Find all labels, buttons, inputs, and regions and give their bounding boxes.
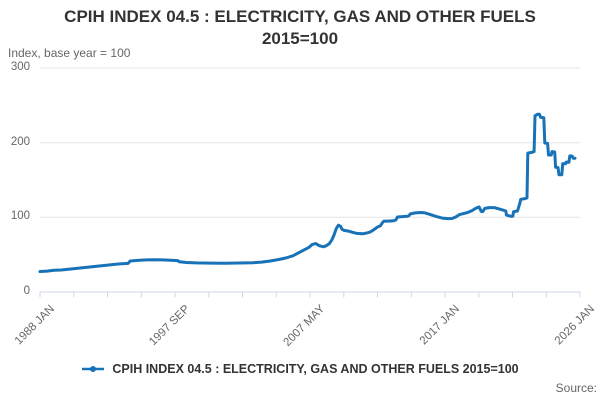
y-axis-label-100: 100 (10, 210, 30, 222)
legend-line-marker-icon (82, 366, 105, 372)
y-axis-label-300: 300 (10, 61, 30, 73)
y-axis-label-0: 0 (23, 285, 30, 297)
y-axis-label-200: 200 (10, 136, 30, 148)
source-label: Source: (555, 381, 597, 395)
series-line[interactable] (38, 112, 577, 273)
chart-title: CPIH INDEX 04.5 : ELECTRICITY, GAS AND O… (64, 7, 536, 49)
chart-subtitle: Index, base year = 100 (8, 46, 131, 60)
gridlines (40, 67, 580, 218)
x-axis (39, 291, 581, 298)
legend-label: CPIH INDEX 04.5 : ELECTRICITY, GAS AND O… (112, 362, 519, 376)
legend-item[interactable]: CPIH INDEX 04.5 : ELECTRICITY, GAS AND O… (0, 359, 600, 379)
